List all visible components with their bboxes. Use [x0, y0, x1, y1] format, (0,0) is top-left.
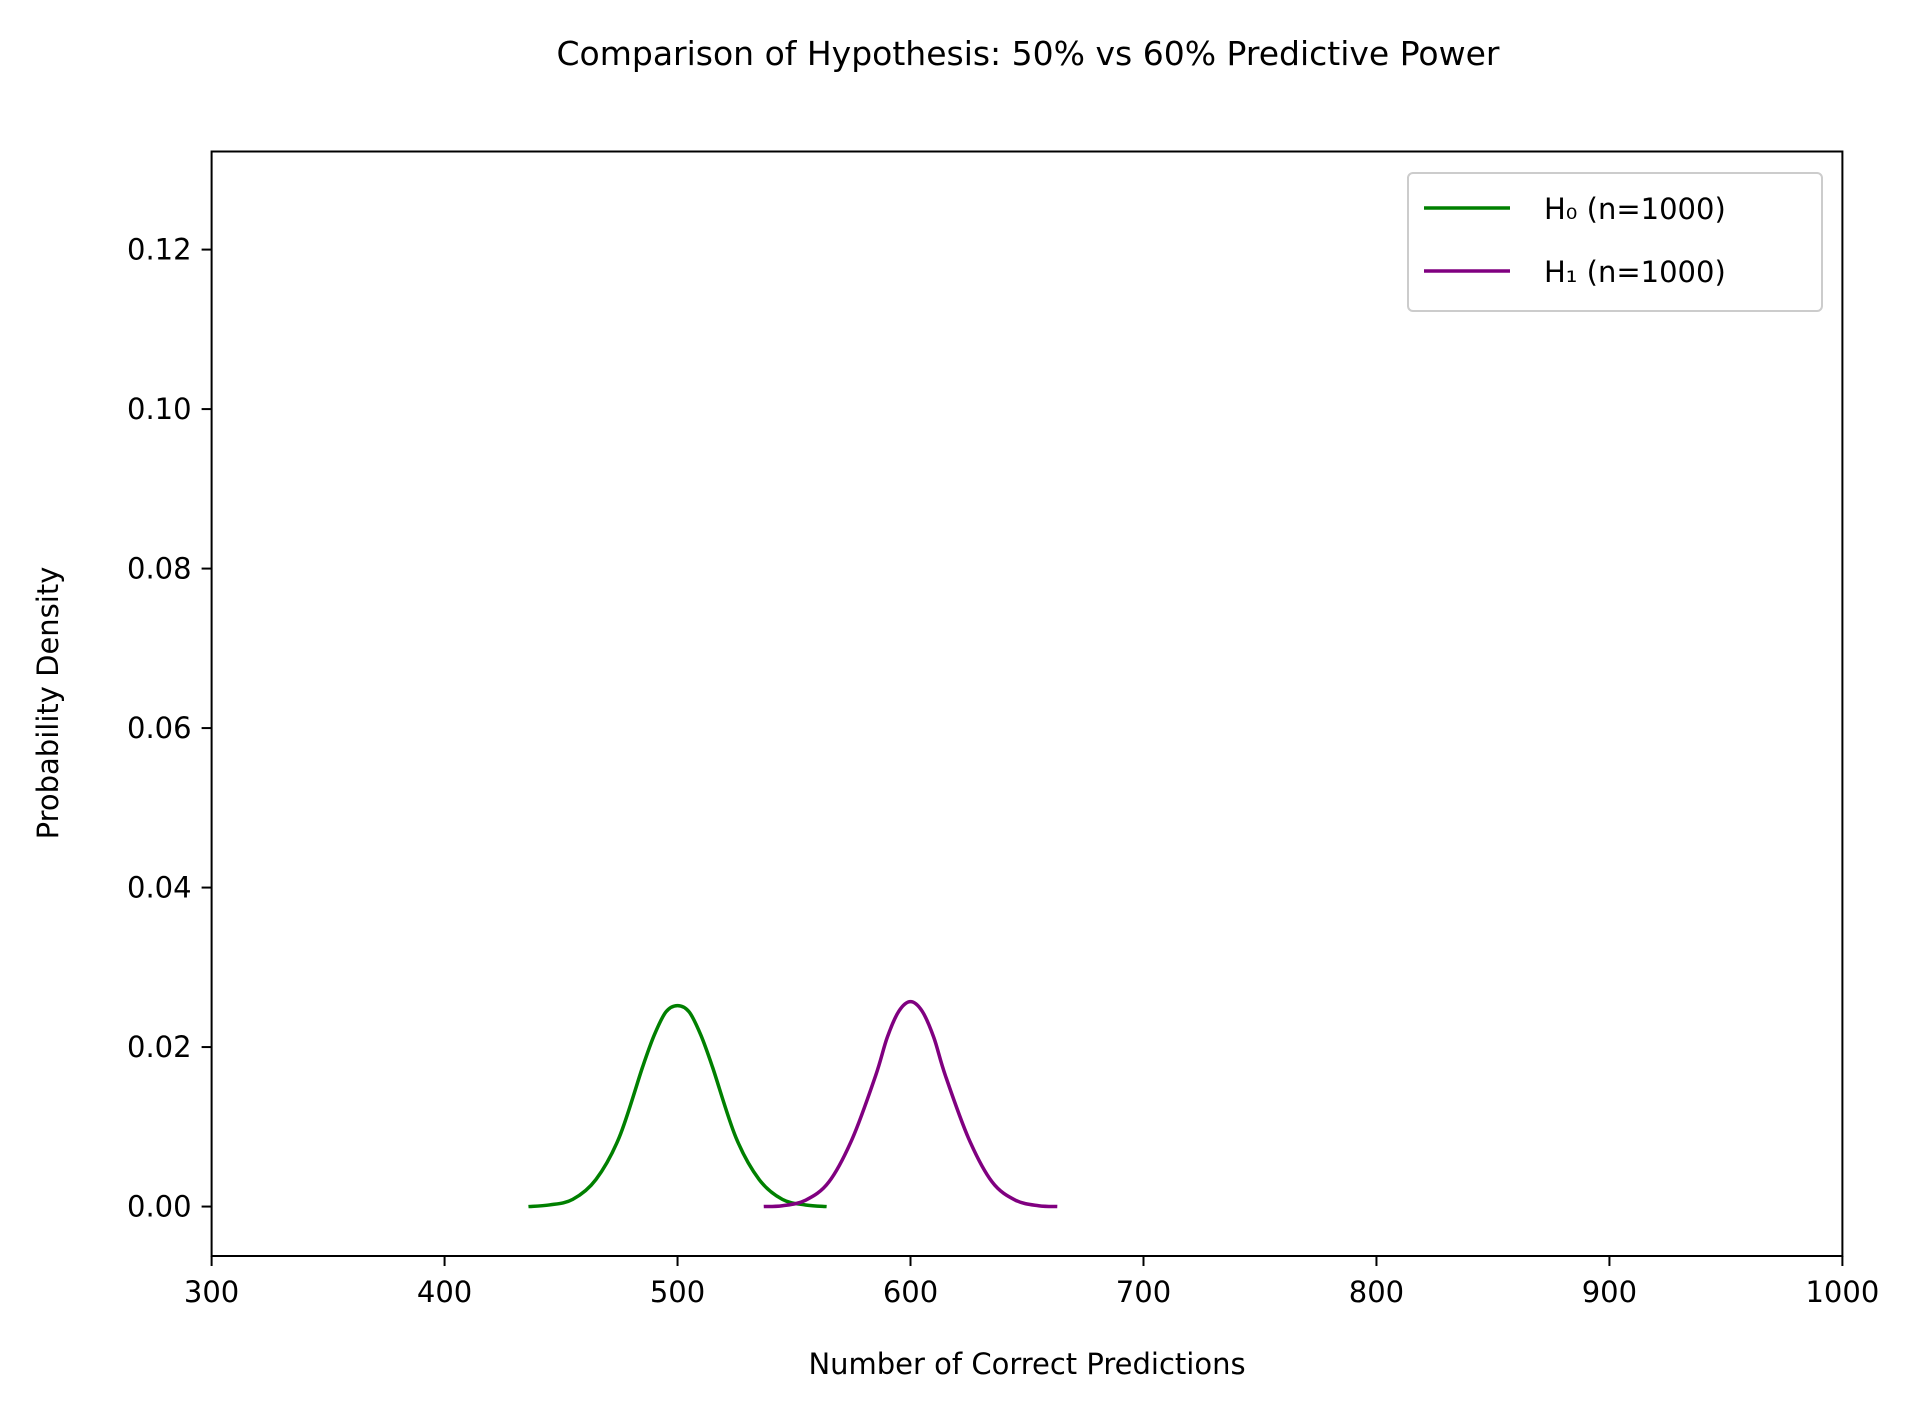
- y-axis: 0.00 0.02 0.04 0.06 0.08 0.10 0.12: [127, 233, 212, 1224]
- y-tick-label: 0.08: [127, 552, 192, 586]
- series-line-h0: [528, 1003, 827, 1209]
- series-layer: [528, 999, 1058, 1209]
- legend-box: [1407, 172, 1823, 312]
- x-tick-label: 600: [883, 1275, 938, 1309]
- x-axis-label: Number of Correct Predictions: [808, 1347, 1245, 1381]
- y-axis-label: Probability Density: [31, 567, 65, 840]
- series-line-h1: [763, 999, 1058, 1209]
- y-tick-label: 0.00: [127, 1190, 192, 1224]
- y-tick-label: 0.02: [127, 1030, 192, 1064]
- x-tick-label: 800: [1349, 1275, 1404, 1309]
- y-tick-label: 0.10: [127, 392, 192, 426]
- x-tick-label: 1000: [1805, 1275, 1879, 1309]
- chart-title: Comparison of Hypothesis: 50% vs 60% Pre…: [557, 34, 1500, 73]
- x-tick-label: 400: [417, 1275, 472, 1309]
- legend: H₀ (n=1000) H₁ (n=1000): [1407, 172, 1823, 312]
- x-tick-label: 500: [650, 1275, 705, 1309]
- y-tick-label: 0.04: [127, 871, 192, 905]
- plot-frame: [210, 150, 1844, 1257]
- y-tick-label: 0.06: [127, 711, 192, 745]
- x-tick-label: 700: [1116, 1275, 1171, 1309]
- y-tick-label: 0.12: [127, 233, 192, 267]
- x-axis: 300 400 500 600 700 800 900 1000: [184, 1256, 1879, 1309]
- x-tick-label: 300: [184, 1275, 239, 1309]
- legend-label-h1: H₁ (n=1000): [1544, 255, 1726, 289]
- legend-label-h0: H₀ (n=1000): [1544, 192, 1726, 226]
- x-tick-label: 900: [1582, 1275, 1637, 1309]
- plot-area: [210, 150, 1844, 1257]
